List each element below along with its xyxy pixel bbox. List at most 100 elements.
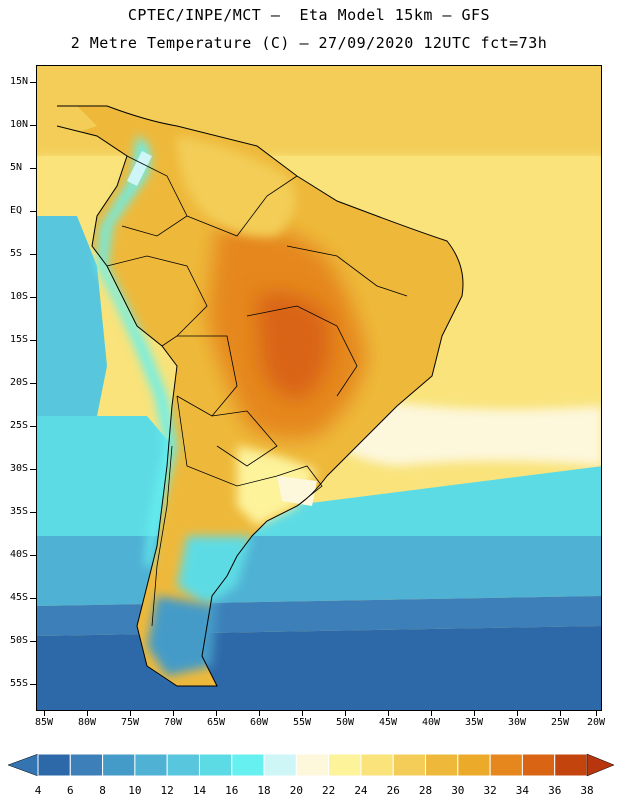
lat-tick bbox=[30, 512, 36, 513]
patagonia-north bbox=[177, 536, 252, 606]
colorbar bbox=[7, 753, 615, 777]
colorbar-low-arrow bbox=[7, 753, 39, 777]
border-venezuela-brazil bbox=[186, 175, 298, 237]
lat-tick bbox=[30, 297, 36, 298]
lon-tick bbox=[130, 711, 131, 716]
colorbar-box bbox=[425, 753, 459, 777]
colorbar-label: 28 bbox=[418, 784, 433, 797]
colorbar-box bbox=[37, 753, 71, 777]
colorbar-box bbox=[489, 753, 523, 777]
lon-tick bbox=[44, 711, 45, 716]
border-bolivia bbox=[176, 335, 238, 417]
lat-tick bbox=[30, 383, 36, 384]
pacific-band-tropical bbox=[37, 216, 107, 416]
colorbar-label: 20 bbox=[289, 784, 303, 797]
lon-label: 30W bbox=[507, 717, 527, 728]
colorbar-label: 38 bbox=[580, 784, 594, 797]
border-uruguay bbox=[276, 465, 323, 507]
colorbar-label: 26 bbox=[386, 784, 400, 797]
lat-label: 50S bbox=[10, 635, 29, 646]
colorbar-label: 10 bbox=[128, 784, 142, 797]
lon-label: 60W bbox=[249, 717, 269, 728]
lon-tick bbox=[216, 711, 217, 716]
colorbar-label: 6 bbox=[66, 784, 74, 797]
lat-tick bbox=[30, 340, 36, 341]
lon-tick bbox=[517, 711, 518, 716]
lat-tick bbox=[30, 426, 36, 427]
lat-tick bbox=[30, 469, 36, 470]
lat-tick bbox=[30, 684, 36, 685]
map-canvas bbox=[37, 66, 601, 710]
colorbar-label: 4 bbox=[34, 784, 42, 797]
patagonia-south bbox=[147, 596, 217, 676]
border-argentina-north bbox=[176, 395, 278, 487]
lat-label: 30S bbox=[10, 463, 29, 474]
andes-cold-strip bbox=[97, 136, 177, 566]
ocean-band-polar bbox=[37, 626, 601, 710]
lon-tick bbox=[388, 711, 389, 716]
colorbar-box bbox=[166, 753, 200, 777]
lat-label: 35S bbox=[10, 506, 29, 517]
lat-label: 15N bbox=[10, 76, 29, 87]
colorbar-label: 18 bbox=[257, 784, 271, 797]
lat-tick bbox=[30, 168, 36, 169]
lon-label: 65W bbox=[206, 717, 226, 728]
colorbar-label: 22 bbox=[322, 784, 336, 797]
colorbar-boxes bbox=[7, 753, 615, 777]
lon-label: 75W bbox=[120, 717, 140, 728]
colorbar-box bbox=[198, 753, 233, 777]
colorbar-label: 8 bbox=[99, 784, 106, 797]
map-subtitle: 2 Metre Temperature (C) – 27/09/2020 12U… bbox=[70, 34, 548, 52]
colorbar-box bbox=[392, 753, 427, 777]
colorbar-box bbox=[554, 753, 588, 777]
temperature-map bbox=[36, 65, 602, 711]
lon-label: 50W bbox=[335, 717, 355, 728]
lon-label: 45W bbox=[378, 717, 398, 728]
lon-tick bbox=[560, 711, 561, 716]
country-borders bbox=[106, 155, 408, 627]
lon-tick bbox=[87, 711, 88, 716]
colorbar-box bbox=[295, 753, 330, 777]
lon-label: 80W bbox=[77, 717, 97, 728]
colorbar-box bbox=[328, 753, 362, 777]
lon-label: 25W bbox=[550, 717, 570, 728]
lat-label: EQ bbox=[10, 205, 23, 216]
lat-tick bbox=[30, 254, 36, 255]
lat-tick bbox=[30, 555, 36, 556]
lon-tick bbox=[173, 711, 174, 716]
colorbar-label: 24 bbox=[354, 784, 368, 797]
colorbar-label: 12 bbox=[160, 784, 174, 797]
lon-tick bbox=[596, 711, 597, 716]
colorbar-high-arrow bbox=[586, 753, 615, 777]
colorbar-box bbox=[457, 753, 491, 777]
colorbar-label: 30 bbox=[451, 784, 465, 797]
border-brazil-states bbox=[246, 305, 358, 397]
atlantic-band-subtropical bbox=[337, 396, 601, 466]
colorbar-label: 34 bbox=[515, 784, 530, 797]
lat-label: 15S bbox=[10, 334, 29, 345]
coastline bbox=[56, 105, 464, 687]
lon-label: 35W bbox=[464, 717, 484, 728]
colorbar-label: 16 bbox=[225, 784, 239, 797]
land-central-america bbox=[37, 96, 97, 136]
lon-label: 20W bbox=[586, 717, 606, 728]
lat-tick bbox=[30, 211, 36, 212]
lat-label: 10S bbox=[10, 291, 29, 302]
lat-label: 55S bbox=[10, 678, 29, 689]
border-chile-argentina bbox=[151, 445, 173, 627]
lon-tick bbox=[431, 711, 432, 716]
hottest-core-region bbox=[257, 293, 330, 398]
lon-label: 85W bbox=[34, 717, 54, 728]
lon-tick bbox=[474, 711, 475, 716]
lat-label: 10N bbox=[10, 119, 29, 130]
lat-label: 20S bbox=[10, 377, 29, 388]
lat-tick bbox=[30, 125, 36, 126]
map-title: CPTEC/INPE/MCT – Eta Model 15km – GFS bbox=[127, 6, 491, 24]
lat-label: 5N bbox=[10, 162, 23, 173]
colorbar-label: 32 bbox=[483, 784, 497, 797]
lat-label: 25S bbox=[10, 420, 29, 431]
lat-label: 40S bbox=[10, 549, 29, 560]
lat-tick bbox=[30, 641, 36, 642]
border-paraguay bbox=[211, 410, 278, 467]
lon-label: 70W bbox=[163, 717, 183, 728]
